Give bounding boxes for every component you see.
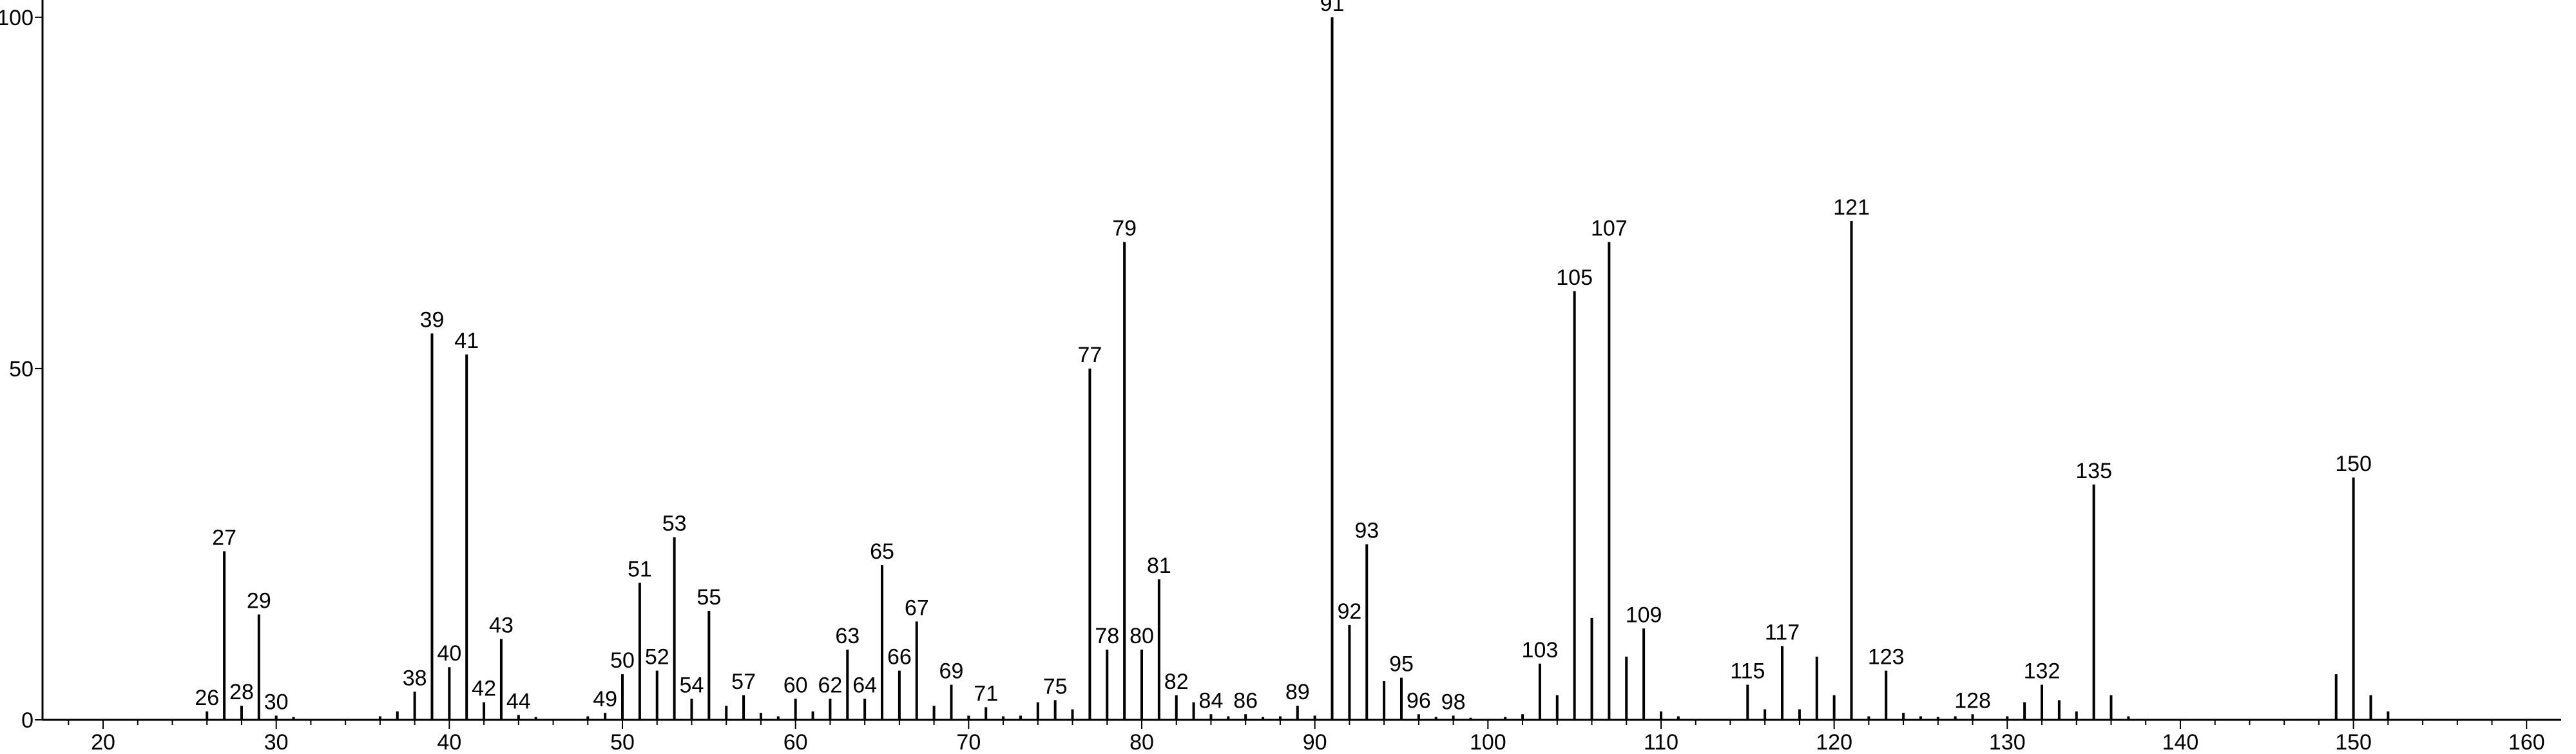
x-tick-label: 30 — [264, 730, 289, 754]
peak-label: 84 — [1199, 688, 1224, 713]
axes — [41, 0, 2561, 721]
peak-label: 54 — [680, 673, 704, 697]
peak-label: 128 — [1954, 688, 1991, 713]
peak-label: 30 — [264, 690, 289, 714]
peak-label: 105 — [1556, 266, 1593, 290]
x-tick-label: 160 — [2508, 730, 2545, 754]
peak-label: 50 — [610, 648, 635, 673]
x-tick-label: 40 — [437, 730, 461, 754]
x-axis-ticks: 20 30 40 50 60 70 80 90 100 110 120 130 140 150 160 — [68, 720, 2545, 754]
peak-label: 62 — [818, 673, 842, 697]
peak-label: 78 — [1095, 624, 1119, 648]
peak-label: 26 — [195, 686, 219, 710]
peak-label: 123 — [1868, 645, 1905, 670]
peak-label: 29 — [247, 588, 271, 613]
x-tick-label: 60 — [783, 730, 808, 754]
peak-label: 65 — [870, 539, 894, 564]
x-tick-label: 50 — [610, 730, 635, 754]
peak-label: 81 — [1147, 554, 1171, 578]
x-tick-label: 20 — [91, 730, 115, 754]
peak-label: 63 — [835, 624, 860, 648]
peak-label: 27 — [212, 525, 236, 550]
peak-label: 60 — [783, 673, 808, 697]
peak-label: 51 — [628, 557, 652, 581]
peak-label: 66 — [887, 645, 912, 670]
peak-label: 69 — [939, 659, 964, 683]
peak-label: 80 — [1129, 624, 1154, 648]
peak-label: 41 — [454, 329, 479, 353]
peak-label: 52 — [645, 645, 669, 670]
peak-label: 89 — [1285, 680, 1310, 704]
x-tick-label: 110 — [1644, 730, 1678, 754]
peak-label: 109 — [1626, 603, 1662, 627]
peak-label: 53 — [662, 512, 687, 536]
x-tick-label: 70 — [956, 730, 981, 754]
peak-label: 55 — [697, 585, 721, 610]
peak-label: 132 — [2024, 659, 2061, 683]
peak-label: 38 — [403, 666, 427, 690]
peak-label: 28 — [229, 680, 254, 704]
peak-label: 39 — [420, 307, 445, 332]
y-tick-label: 0 — [21, 708, 34, 733]
peak-label: 71 — [974, 681, 998, 706]
peak-label: 86 — [1233, 688, 1258, 713]
y-tick-label: 100 — [0, 6, 34, 30]
x-tick-label: 130 — [1989, 730, 2026, 754]
peak-label: 92 — [1337, 599, 1361, 624]
peak-label: 42 — [472, 677, 496, 701]
peak-label: 49 — [593, 687, 617, 711]
spectrum-peaks — [206, 17, 2390, 720]
x-tick-label: 150 — [2335, 730, 2372, 754]
peak-label: 103 — [1522, 638, 1559, 662]
y-tick-label: 50 — [9, 357, 34, 382]
x-tick-label: 100 — [1470, 730, 1506, 754]
peak-label: 150 — [2335, 452, 2372, 476]
y-axis-ticks: 0 50 100 — [0, 6, 43, 733]
peak-label: 79 — [1112, 217, 1137, 241]
peak-label: 57 — [731, 670, 756, 694]
peak-label: 67 — [905, 595, 929, 620]
peak-label: 82 — [1164, 670, 1189, 694]
peak-label: 43 — [489, 614, 514, 638]
peak-label: 96 — [1407, 688, 1431, 713]
peak-label: 107 — [1591, 217, 1628, 241]
peak-label: 93 — [1354, 518, 1379, 543]
peak-label: 44 — [506, 689, 531, 713]
peak-label: 40 — [437, 641, 461, 666]
peak-label: 117 — [1765, 621, 1800, 645]
peak-label: 121 — [1833, 195, 1870, 220]
peak-label: 135 — [2075, 459, 2112, 483]
peak-label: 91 — [1320, 0, 1345, 16]
peak-label: 64 — [852, 673, 877, 697]
peak-label: 115 — [1730, 659, 1765, 683]
peak-labels: 26 27 28 29 30 38 39 40 41 42 43 44 49 50 51 52 53 54 55 57… — [195, 0, 2372, 714]
x-tick-label: 140 — [2162, 730, 2199, 754]
peak-label: 98 — [1441, 690, 1466, 714]
peak-label: 77 — [1077, 343, 1102, 367]
x-tick-label: 120 — [1816, 730, 1852, 754]
peak-label: 95 — [1389, 652, 1414, 677]
x-tick-label: 80 — [1129, 730, 1154, 754]
x-tick-label: 90 — [1303, 730, 1327, 754]
peak-label: 75 — [1043, 674, 1068, 699]
